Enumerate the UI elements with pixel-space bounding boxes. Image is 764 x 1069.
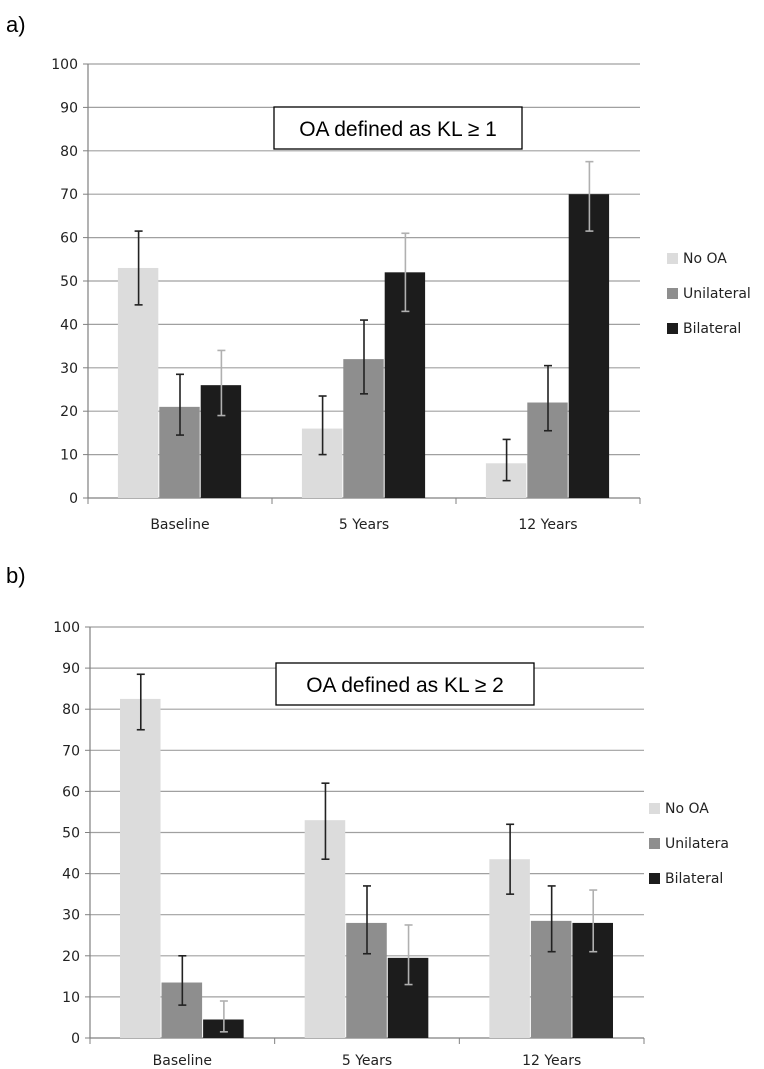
- annotation-box: [275, 662, 535, 706]
- y-tick-label: 10: [60, 448, 78, 464]
- legend-swatch: [649, 803, 660, 814]
- y-tick-label: 20: [62, 949, 80, 965]
- legend-label: No OA: [665, 801, 709, 817]
- y-tick-label: 60: [62, 784, 80, 800]
- legend-swatch: [667, 253, 678, 264]
- y-tick-label: 10: [62, 990, 80, 1006]
- y-tick-label: 60: [60, 231, 78, 247]
- chart-a: 0 10 20 30 40 50 60 70 80 90 100 Baseline 5 Years 12 …: [51, 57, 751, 533]
- y-tick-label: 90: [62, 661, 80, 677]
- y-tick-label: 40: [60, 317, 78, 333]
- bar: [568, 194, 610, 498]
- y-tick-label: 50: [60, 274, 78, 290]
- legend-swatch: [649, 838, 660, 849]
- legend-label: Unilateral: [683, 286, 751, 302]
- y-tick-label: 50: [62, 826, 80, 842]
- panel-b-label: b): [6, 563, 26, 588]
- y-tick-label: 100: [51, 57, 78, 73]
- y-tick-label: 100: [53, 620, 80, 636]
- y-tick-label: 30: [62, 908, 80, 924]
- y-tick-label: 0: [71, 1031, 80, 1047]
- y-tick-label: 30: [60, 361, 78, 377]
- y-tick-label: 20: [60, 404, 78, 420]
- x-tick-label: 12 Years: [518, 517, 577, 533]
- x-tick-label: Baseline: [153, 1053, 212, 1069]
- bar: [117, 267, 159, 498]
- x-tick-label: 5 Years: [339, 517, 389, 533]
- y-tick-label: 70: [62, 743, 80, 759]
- legend-label: Bilateral: [683, 321, 741, 337]
- legend-swatch: [649, 873, 660, 884]
- annotation-box: [273, 106, 523, 150]
- x-tick-label: 12 Years: [522, 1053, 581, 1069]
- legend-label: Bilateral: [665, 871, 723, 887]
- panel-a-label: a): [6, 12, 26, 37]
- annotation-text: OA defined as KL ≥ 1: [299, 118, 497, 141]
- y-tick-label: 40: [62, 867, 80, 883]
- x-tick-label: 5 Years: [342, 1053, 392, 1069]
- y-tick-label: 90: [60, 100, 78, 116]
- y-tick-label: 70: [60, 187, 78, 203]
- y-tick-label: 0: [69, 491, 78, 507]
- bar: [120, 698, 161, 1038]
- legend-swatch: [667, 323, 678, 334]
- x-tick-label: Baseline: [150, 517, 209, 533]
- legend-label: No OA: [683, 251, 727, 267]
- y-tick-label: 80: [60, 144, 78, 160]
- legend-label: Unilatera: [665, 836, 729, 852]
- legend-swatch: [667, 288, 678, 299]
- y-tick-label: 80: [62, 702, 80, 718]
- annotation-text: OA defined as KL ≥ 2: [306, 674, 504, 697]
